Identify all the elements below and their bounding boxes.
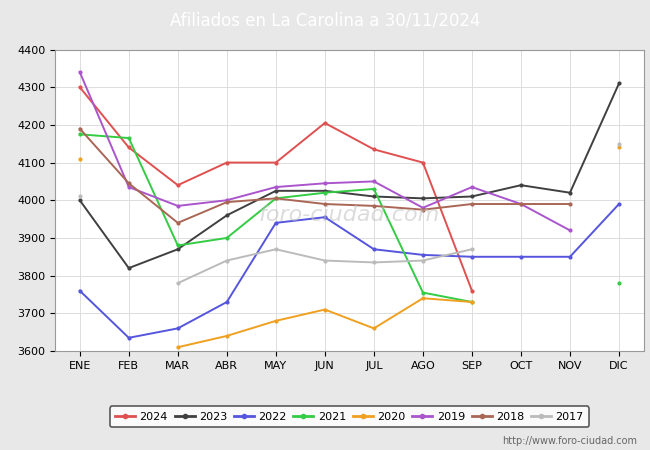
Text: foro-ciudad.com: foro-ciudad.com [259, 205, 440, 225]
Legend: 2024, 2023, 2022, 2021, 2020, 2019, 2018, 2017: 2024, 2023, 2022, 2021, 2020, 2019, 2018… [110, 406, 589, 428]
Text: http://www.foro-ciudad.com: http://www.foro-ciudad.com [502, 436, 637, 446]
Text: Afiliados en La Carolina a 30/11/2024: Afiliados en La Carolina a 30/11/2024 [170, 11, 480, 29]
